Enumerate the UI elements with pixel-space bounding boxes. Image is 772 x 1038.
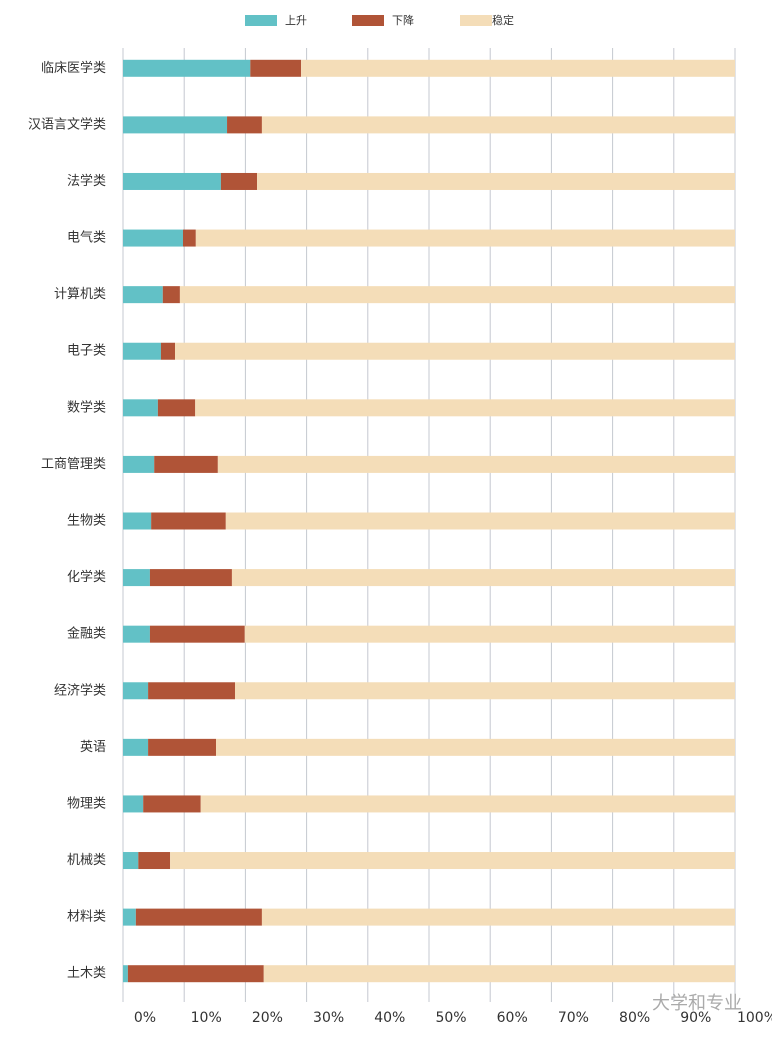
- bar-segment: [182, 229, 196, 247]
- bar-segment: [261, 116, 735, 134]
- bar-segment: [123, 625, 150, 643]
- y-tick-label: 物理类: [67, 796, 106, 811]
- legend-label: 稳定: [492, 13, 514, 27]
- bar-segment: [123, 455, 155, 473]
- bar-segment: [261, 908, 735, 926]
- bar-segment: [250, 59, 302, 77]
- legend-label: 上升: [285, 14, 307, 27]
- x-tick-label: 10%: [191, 1010, 222, 1026]
- x-tick-label: 40%: [374, 1010, 405, 1026]
- y-tick-label: 机械类: [67, 853, 106, 868]
- y-tick-label: 法学类: [67, 173, 106, 189]
- bar-segment: [138, 852, 171, 870]
- y-tick-label: 工商管理类: [41, 457, 106, 472]
- legend-swatch: [352, 15, 384, 26]
- bar-segment: [123, 738, 149, 756]
- bar-segment: [148, 738, 217, 756]
- bar-segment: [231, 569, 735, 587]
- y-tick-label: 电子类: [67, 344, 106, 359]
- y-tick-label: 汉语言文学类: [28, 116, 106, 132]
- bar-segment: [123, 116, 228, 134]
- bar-segment: [123, 682, 149, 700]
- y-tick-label: 金融类: [67, 626, 106, 642]
- bar-segment: [123, 172, 221, 190]
- bar-segment: [123, 908, 136, 926]
- bar-segment: [200, 795, 735, 813]
- watermark: 大学和专业: [652, 993, 742, 1014]
- y-tick-label: 临床医学类: [41, 60, 106, 76]
- bar-segment: [149, 625, 245, 643]
- y-tick-label: 计算机类: [54, 287, 106, 302]
- bar-segment: [123, 342, 161, 360]
- x-tick-label: 100%: [737, 1010, 772, 1026]
- bar-segment: [151, 512, 226, 530]
- bar-segment: [123, 399, 158, 417]
- bar-segment: [123, 569, 150, 587]
- y-tick-label: 数学类: [67, 399, 106, 415]
- bar-segment: [179, 286, 735, 304]
- x-tick-label: 60%: [497, 1010, 528, 1026]
- bar-segment: [160, 342, 176, 360]
- y-tick-label: 材料类: [67, 910, 106, 925]
- bar-segment: [123, 286, 163, 304]
- bar-segment: [216, 738, 736, 756]
- bar-segment: [162, 286, 180, 304]
- legend-swatch: [460, 15, 492, 26]
- x-tick-label: 80%: [619, 1010, 650, 1026]
- bar-segment: [225, 512, 736, 530]
- x-tick-label: 70%: [558, 1010, 589, 1026]
- bar-segment: [217, 455, 736, 473]
- legend-swatch: [245, 15, 277, 26]
- x-tick-label: 20%: [252, 1010, 283, 1026]
- bar-segment: [170, 852, 735, 870]
- bar-segment: [154, 455, 218, 473]
- bar-segment: [123, 852, 139, 870]
- bar-segment: [148, 682, 235, 700]
- bar-segment: [244, 625, 735, 643]
- bar-segment: [123, 965, 128, 983]
- bar-segment: [220, 172, 258, 190]
- y-tick-label: 生物类: [67, 514, 106, 529]
- bar-segment: [149, 569, 232, 587]
- x-tick-label: 30%: [313, 1010, 344, 1026]
- bar-segment: [263, 965, 735, 983]
- bar-segment: [143, 795, 201, 813]
- bar-segment: [123, 512, 152, 530]
- bar-segment: [175, 342, 735, 360]
- y-tick-label: 经济学类: [54, 682, 106, 698]
- bar-segment: [123, 229, 183, 247]
- bar-segment: [127, 965, 264, 983]
- bar-segment: [195, 229, 735, 247]
- bar-segment: [234, 682, 735, 700]
- x-tick-label: 50%: [435, 1010, 466, 1026]
- bar-segment: [301, 59, 735, 77]
- bar-segment: [157, 399, 196, 417]
- y-tick-label: 化学类: [67, 569, 106, 585]
- x-tick-label: 0%: [134, 1010, 156, 1026]
- legend-label: 下降: [392, 13, 414, 27]
- y-tick-label: 电气类: [67, 230, 106, 246]
- x-tick-label: 90%: [680, 1010, 711, 1026]
- bar-segment: [227, 116, 262, 134]
- bar-segment: [257, 172, 735, 190]
- bar-segment: [135, 908, 262, 926]
- bar-segment: [195, 399, 735, 417]
- bar-segment: [123, 59, 251, 77]
- y-tick-label: 土木类: [67, 966, 106, 981]
- y-tick-label: 英语: [80, 740, 106, 755]
- bar-segment: [123, 795, 144, 813]
